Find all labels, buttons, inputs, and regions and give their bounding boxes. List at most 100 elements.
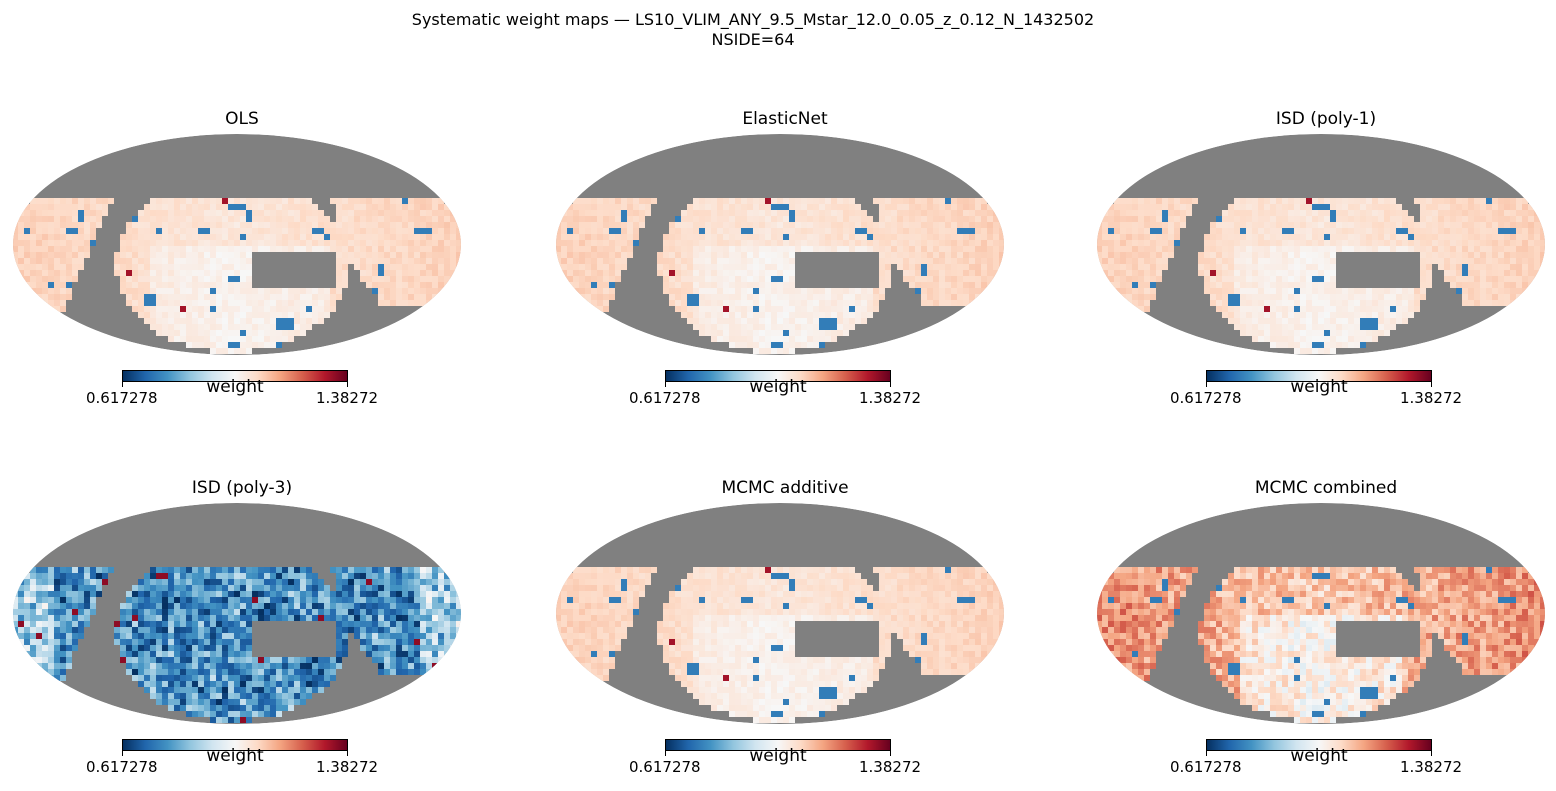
healpix-cell <box>669 288 675 294</box>
healpix-cell <box>378 258 384 264</box>
healpix-cell <box>192 258 198 264</box>
healpix-cell <box>264 300 270 306</box>
healpix-cell <box>300 675 306 681</box>
healpix-cell <box>456 252 461 258</box>
healpix-cell <box>168 210 174 216</box>
healpix-cell <box>1498 264 1504 270</box>
healpix-cell <box>855 240 861 246</box>
healpix-cell <box>180 585 186 591</box>
healpix-cell <box>378 603 384 609</box>
healpix-cell <box>186 198 192 204</box>
healpix-cell <box>1390 198 1396 204</box>
healpix-cell <box>132 603 138 609</box>
healpix-cell <box>30 270 36 276</box>
healpix-cell <box>198 573 204 579</box>
healpix-cell <box>132 585 138 591</box>
healpix-cell <box>300 573 306 579</box>
healpix-cell <box>342 627 348 633</box>
healpix-cell <box>837 228 843 234</box>
healpix-cell <box>1540 246 1545 252</box>
healpix-cell <box>180 228 186 234</box>
healpix-cell <box>807 306 813 312</box>
healpix-cell <box>348 567 354 573</box>
healpix-cell <box>1378 246 1384 252</box>
healpix-cell <box>372 264 378 270</box>
healpix-cell <box>174 609 180 615</box>
healpix-cell <box>873 288 879 294</box>
healpix-cell <box>927 198 933 204</box>
healpix-cell <box>240 579 246 585</box>
healpix-cell <box>759 288 765 294</box>
healpix-cell <box>795 330 801 336</box>
healpix-cell <box>414 240 420 246</box>
healpix-cell <box>234 603 240 609</box>
healpix-cell <box>384 264 390 270</box>
healpix-cell <box>759 276 765 282</box>
healpix-cell <box>1282 216 1288 222</box>
healpix-cell <box>222 597 228 603</box>
healpix-cell <box>1336 306 1342 312</box>
healpix-cell <box>144 633 150 639</box>
healpix-cell <box>1234 264 1240 270</box>
healpix-cell <box>402 633 408 639</box>
healpix-cell <box>1306 264 1312 270</box>
healpix-cell <box>396 591 402 597</box>
healpix-cell <box>258 306 264 312</box>
healpix-cell <box>573 222 579 228</box>
healpix-cell <box>450 276 456 282</box>
healpix-cell <box>981 270 987 276</box>
healpix-cell <box>717 276 723 282</box>
healpix-cell <box>1120 252 1126 258</box>
healpix-cell <box>735 336 741 342</box>
healpix-cell <box>132 258 138 264</box>
healpix-cell <box>294 579 300 585</box>
healpix-cell <box>216 627 222 633</box>
healpix-cell <box>579 270 585 276</box>
healpix-cell <box>438 567 444 573</box>
healpix-cell <box>1408 228 1414 234</box>
healpix-cell <box>1258 204 1264 210</box>
healpix-cell <box>66 264 72 270</box>
healpix-cell <box>378 198 384 204</box>
healpix-cell <box>747 282 753 288</box>
healpix-cell <box>390 222 396 228</box>
healpix-cell <box>591 210 597 216</box>
healpix-cell <box>78 210 84 216</box>
healpix-cell <box>150 627 156 633</box>
healpix-cell <box>30 234 36 240</box>
healpix-cell <box>615 216 621 222</box>
healpix-cell <box>426 288 432 294</box>
healpix-cell <box>615 246 621 252</box>
healpix-cell <box>1384 198 1390 204</box>
healpix-cell <box>144 204 150 210</box>
healpix-cell <box>288 300 294 306</box>
healpix-cell <box>384 222 390 228</box>
healpix-cell <box>1324 336 1330 342</box>
healpix-cell <box>420 240 426 246</box>
healpix-cell <box>222 222 228 228</box>
healpix-cell <box>621 264 627 270</box>
healpix-cell <box>585 300 591 306</box>
healpix-cell <box>192 210 198 216</box>
healpix-cell <box>903 258 909 264</box>
healpix-cell <box>168 591 174 597</box>
healpix-cell <box>36 591 42 597</box>
healpix-cell <box>270 234 276 240</box>
healpix-cell <box>1144 282 1150 288</box>
healpix-cell <box>1414 234 1420 240</box>
healpix-cell <box>867 312 873 318</box>
healpix-cell <box>204 198 210 204</box>
healpix-cell <box>168 330 174 336</box>
healpix-cell <box>432 234 438 240</box>
healpix-cell <box>1456 240 1462 246</box>
healpix-cell <box>396 615 402 621</box>
healpix-cell <box>741 276 747 282</box>
healpix-cell <box>1354 210 1360 216</box>
healpix-cell <box>402 270 408 276</box>
healpix-cell <box>204 669 210 675</box>
healpix-cell <box>132 300 138 306</box>
healpix-cell <box>1294 246 1300 252</box>
healpix-cell <box>252 657 258 663</box>
healpix-cell <box>1318 198 1324 204</box>
healpix-cell <box>54 282 60 288</box>
